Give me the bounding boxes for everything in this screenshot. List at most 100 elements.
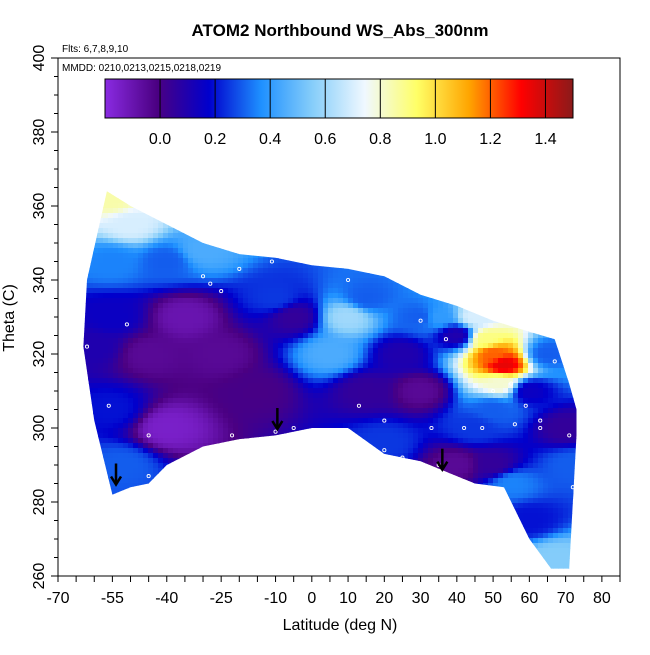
heatmap-cell [258, 373, 264, 379]
heatmap-cell [288, 123, 294, 129]
heatmap-cell [283, 123, 289, 129]
heatmap-cell [108, 283, 114, 289]
heatmap-cell [273, 503, 279, 509]
heatmap-cell [78, 563, 84, 569]
heatmap-cell [173, 463, 179, 469]
heatmap-cell [73, 463, 79, 469]
heatmap-cell [113, 368, 119, 374]
heatmap-cell [213, 253, 219, 259]
heatmap-cell [108, 458, 114, 464]
heatmap-cell [73, 128, 79, 134]
heatmap-cell [263, 473, 269, 479]
heatmap-cell [178, 408, 184, 414]
heatmap-cell [228, 528, 234, 534]
heatmap-cell [133, 278, 139, 284]
heatmap-cell [163, 273, 169, 279]
heatmap-cell [163, 533, 169, 539]
heatmap-cell [183, 478, 189, 484]
heatmap-cell [103, 408, 109, 414]
heatmap-cell [148, 523, 154, 529]
heatmap-cell [148, 268, 154, 274]
heatmap-cell [293, 483, 299, 489]
heatmap-cell [263, 398, 269, 404]
heatmap-cell [148, 398, 154, 404]
heatmap-cell [138, 388, 144, 394]
heatmap-cell [193, 183, 199, 189]
heatmap-cell [243, 508, 249, 514]
heatmap-cell [58, 513, 64, 519]
heatmap-cell [233, 218, 239, 224]
heatmap-cell [218, 398, 224, 404]
heatmap-cell [93, 333, 99, 339]
heatmap-cell [113, 303, 119, 309]
heatmap-cell [203, 448, 209, 454]
heatmap-cell [273, 453, 279, 459]
heatmap-cell [223, 318, 229, 324]
heatmap-cell [293, 263, 299, 269]
heatmap-cell [158, 563, 164, 569]
heatmap-cell [73, 313, 79, 319]
heatmap-cell [98, 348, 104, 354]
heatmap-cell [263, 438, 269, 444]
heatmap-cell [83, 83, 89, 89]
heatmap-cell [98, 508, 104, 514]
heatmap-cell [243, 163, 249, 169]
heatmap-cell [208, 303, 214, 309]
heatmap-cell [78, 283, 84, 289]
heatmap-cell [153, 313, 159, 319]
heatmap-cell [258, 308, 264, 314]
heatmap-cell [273, 373, 279, 379]
heatmap-cell [273, 228, 279, 234]
heatmap-cell [158, 458, 164, 464]
heatmap-cell [238, 148, 244, 154]
heatmap-cell [58, 438, 64, 444]
heatmap-cell [78, 103, 84, 109]
heatmap-cell [158, 503, 164, 509]
heatmap-cell [93, 188, 99, 194]
heatmap-cell [248, 528, 254, 534]
heatmap-cell [83, 318, 89, 324]
heatmap-cell [93, 523, 99, 529]
heatmap-cell [118, 463, 124, 469]
heatmap-cell [58, 558, 64, 564]
heatmap-cell [123, 483, 129, 489]
heatmap-cell [118, 563, 124, 569]
heatmap-cell [278, 228, 284, 234]
heatmap-cell [283, 158, 289, 164]
heatmap-cell [63, 138, 69, 144]
heatmap-cell [93, 138, 99, 144]
heatmap-cell [138, 268, 144, 274]
heatmap-cell [228, 393, 234, 399]
heatmap-cell [128, 428, 134, 434]
heatmap-cell [243, 123, 249, 129]
heatmap-cell [98, 273, 104, 279]
heatmap-cell [133, 158, 139, 164]
heatmap-cell [278, 183, 284, 189]
heatmap-cell [73, 433, 79, 439]
heatmap-cell [183, 138, 189, 144]
heatmap-cell [118, 318, 124, 324]
heatmap-cell [78, 83, 84, 89]
heatmap-cell [163, 168, 169, 174]
heatmap-cell [73, 148, 79, 154]
heatmap-cell [58, 473, 64, 479]
heatmap-cell [128, 503, 134, 509]
heatmap-cell [203, 523, 209, 529]
heatmap-cell [78, 363, 84, 369]
heatmap-cell [138, 203, 144, 209]
heatmap-cell [198, 298, 204, 304]
heatmap-cell [153, 568, 159, 574]
heatmap-cell [268, 558, 274, 564]
heatmap-cell [293, 153, 299, 159]
heatmap-cell [178, 403, 184, 409]
heatmap-cell [278, 178, 284, 184]
heatmap-cell [258, 213, 264, 219]
heatmap-cell [73, 403, 79, 409]
heatmap-cell [143, 208, 149, 214]
heatmap-cell [93, 453, 99, 459]
heatmap-cell [213, 278, 219, 284]
heatmap-cell [148, 233, 154, 239]
heatmap-cell [148, 518, 154, 524]
heatmap-cell [218, 373, 224, 379]
